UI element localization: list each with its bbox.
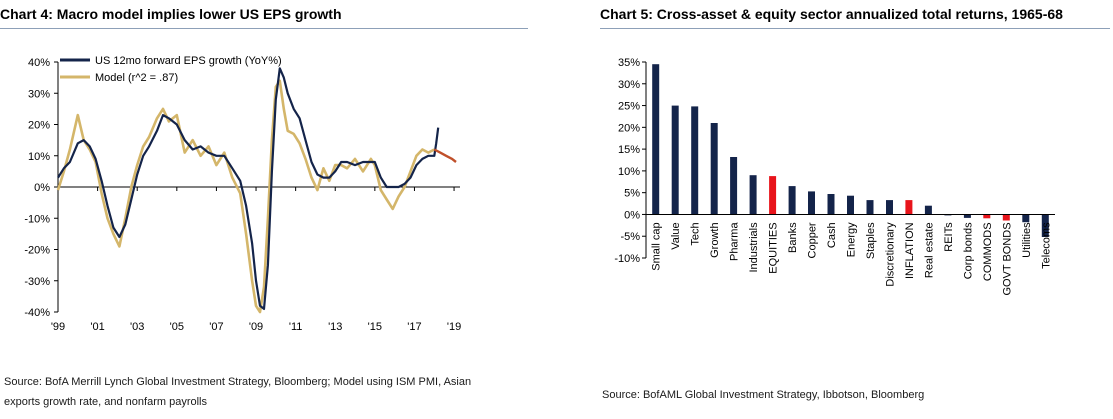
x-tick-label: '07 bbox=[209, 321, 223, 333]
category-label: Discretionary bbox=[885, 222, 897, 287]
category-label: INFLATION bbox=[904, 222, 916, 279]
x-tick-label: '99 bbox=[51, 321, 65, 333]
category-label: Pharma bbox=[729, 222, 741, 261]
bar-growth bbox=[710, 123, 718, 215]
bar-utilities bbox=[1022, 214, 1030, 223]
bar-cash bbox=[827, 194, 835, 215]
y-tick-label: 20% bbox=[618, 122, 640, 134]
bar-telecoms bbox=[1041, 214, 1049, 237]
bar-equities bbox=[769, 176, 777, 215]
y-tick-label: 35% bbox=[618, 57, 640, 69]
y-tick-label: 10% bbox=[28, 151, 50, 163]
bar-energy bbox=[847, 195, 854, 215]
y-tick-label: 10% bbox=[618, 166, 640, 178]
y-tick-label: -10% bbox=[614, 253, 640, 265]
x-tick-label: '11 bbox=[289, 321, 303, 333]
legend-model-label: Model (r^2 = .87) bbox=[95, 72, 178, 84]
category-label: Cash bbox=[826, 222, 838, 248]
category-label: Industrials bbox=[748, 222, 760, 273]
y-tick-label: -10% bbox=[24, 213, 50, 225]
cross-asset-returns-bar-chart: 35% 30% 25% 20% 15% 10% 5% 0% -5% -10% Small cap Va… bbox=[614, 57, 1055, 296]
x-tick-label: '01 bbox=[90, 321, 104, 333]
category-label: Telecoms bbox=[1040, 222, 1052, 269]
x-tick-label: '09 bbox=[249, 321, 263, 333]
y-tick-label: 20% bbox=[28, 120, 50, 132]
eps-growth-line-chart: 40% 30% 20% 10% 0% -10% -20% -30% -40%'99 '01 '03 '… bbox=[24, 55, 461, 333]
y-tick-label: 0% bbox=[34, 182, 50, 194]
chart-4-source-line-1: Source: BofA Merrill Lynch Global Invest… bbox=[4, 376, 472, 388]
bar-copper bbox=[808, 191, 815, 215]
category-label: EQUITIES bbox=[768, 222, 780, 273]
x-tick-label: '17 bbox=[407, 321, 421, 333]
y-tick-label: -40% bbox=[24, 307, 50, 319]
chart-4-source-line-2: exports growth rate, and nonfarm payroll… bbox=[4, 396, 207, 408]
eps-growth-series-line bbox=[57, 67, 440, 310]
bar-real-estate bbox=[924, 205, 932, 215]
category-label: Staples bbox=[865, 222, 877, 259]
category-label: Banks bbox=[787, 222, 799, 253]
x-tick-label: '13 bbox=[328, 321, 342, 333]
bar-govt-bonds bbox=[1002, 214, 1010, 221]
y-tick-label: 5% bbox=[624, 188, 640, 200]
legend-eps-label: US 12mo forward EPS growth (YoY%) bbox=[95, 55, 282, 67]
y-tick-label: 40% bbox=[28, 57, 50, 69]
bar-corp-bonds bbox=[963, 214, 971, 218]
bar-banks bbox=[788, 186, 796, 215]
y-tick-label: -30% bbox=[24, 276, 50, 288]
y-tick-label: 30% bbox=[28, 88, 50, 100]
x-tick-label: '15 bbox=[368, 321, 382, 333]
chart-5-title-rule bbox=[600, 28, 1110, 29]
bar-tech bbox=[691, 106, 699, 215]
y-tick-label: -20% bbox=[24, 245, 50, 257]
category-label: Value bbox=[670, 222, 682, 249]
y-tick-label: 30% bbox=[618, 79, 640, 91]
bar-inflation bbox=[905, 200, 913, 215]
category-label: Copper bbox=[807, 222, 819, 258]
x-tick-label: '19 bbox=[447, 321, 461, 333]
chart-4-source: Source: BofA Merrill Lynch Global Invest… bbox=[4, 372, 530, 412]
category-label: Utilities bbox=[1021, 222, 1033, 258]
category-label: Growth bbox=[709, 222, 721, 257]
category-label: Tech bbox=[690, 222, 702, 245]
y-tick-label: 15% bbox=[618, 144, 640, 156]
category-label: Energy bbox=[846, 222, 858, 257]
bar-pharma bbox=[730, 157, 738, 215]
category-label: COMMODS bbox=[982, 222, 994, 281]
x-tick-label: '05 bbox=[170, 321, 184, 333]
eps-growth-chart-panel: Chart 4: Macro model implies lower US EP… bbox=[0, 0, 530, 419]
bar-commods bbox=[983, 214, 991, 219]
category-label: Small cap bbox=[651, 222, 663, 270]
bar-value bbox=[671, 105, 679, 215]
category-label: Real estate bbox=[923, 222, 935, 278]
y-tick-label: -5% bbox=[620, 231, 640, 243]
bar-discretionary bbox=[886, 200, 893, 215]
chart-5-source: Source: BofAML Global Investment Strateg… bbox=[602, 389, 925, 401]
bar-staples bbox=[866, 200, 874, 215]
chart-4-title-rule bbox=[0, 28, 528, 29]
bar-industrials bbox=[749, 175, 757, 215]
y-tick-label: 0% bbox=[624, 209, 640, 221]
model-series-line bbox=[56, 79, 435, 314]
chart-5-title: Chart 5: Cross-asset & equity sector ann… bbox=[600, 6, 1063, 22]
y-tick-label: 25% bbox=[618, 101, 640, 113]
forecast-series-line bbox=[433, 148, 457, 163]
x-tick-label: '03 bbox=[130, 321, 144, 333]
category-label: GOVT BONDS bbox=[1001, 222, 1013, 295]
category-label: Corp bonds bbox=[962, 222, 974, 279]
chart-4-title: Chart 4: Macro model implies lower US EP… bbox=[0, 6, 342, 22]
bar-small-cap bbox=[652, 64, 660, 215]
cross-asset-returns-chart-panel: Chart 5: Cross-asset & equity sector ann… bbox=[600, 0, 1113, 419]
category-label: REITs bbox=[943, 222, 955, 252]
